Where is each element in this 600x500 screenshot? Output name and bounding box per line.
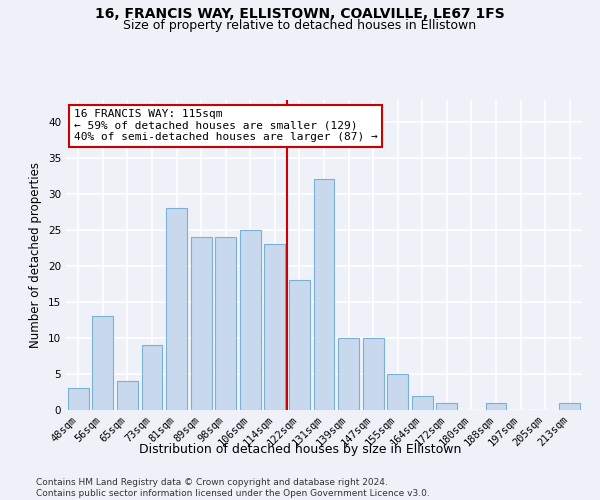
Bar — [117, 381, 138, 410]
Text: Distribution of detached houses by size in Ellistown: Distribution of detached houses by size … — [139, 442, 461, 456]
Bar — [338, 338, 359, 410]
Bar — [215, 237, 236, 410]
Bar — [265, 244, 286, 410]
Bar — [191, 237, 212, 410]
Text: 16 FRANCIS WAY: 115sqm
← 59% of detached houses are smaller (129)
40% of semi-de: 16 FRANCIS WAY: 115sqm ← 59% of detached… — [74, 110, 377, 142]
Bar — [289, 280, 310, 410]
Bar — [436, 403, 457, 410]
Y-axis label: Number of detached properties: Number of detached properties — [29, 162, 43, 348]
Bar — [387, 374, 408, 410]
Bar — [412, 396, 433, 410]
Bar — [362, 338, 383, 410]
Text: Contains HM Land Registry data © Crown copyright and database right 2024.
Contai: Contains HM Land Registry data © Crown c… — [36, 478, 430, 498]
Bar — [559, 403, 580, 410]
Bar — [485, 403, 506, 410]
Bar — [166, 208, 187, 410]
Bar — [92, 316, 113, 410]
Bar — [142, 345, 163, 410]
Bar — [314, 180, 334, 410]
Text: 16, FRANCIS WAY, ELLISTOWN, COALVILLE, LE67 1FS: 16, FRANCIS WAY, ELLISTOWN, COALVILLE, L… — [95, 8, 505, 22]
Bar — [240, 230, 261, 410]
Text: Size of property relative to detached houses in Ellistown: Size of property relative to detached ho… — [124, 19, 476, 32]
Bar — [68, 388, 89, 410]
